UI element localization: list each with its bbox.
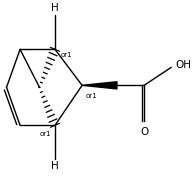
Text: H: H [51, 161, 59, 171]
Text: OH: OH [175, 60, 191, 70]
Text: or1: or1 [61, 52, 72, 58]
Text: H: H [51, 3, 59, 13]
Text: or1: or1 [39, 131, 51, 137]
Text: O: O [140, 127, 148, 137]
Text: or1: or1 [86, 93, 98, 99]
Polygon shape [82, 82, 117, 89]
